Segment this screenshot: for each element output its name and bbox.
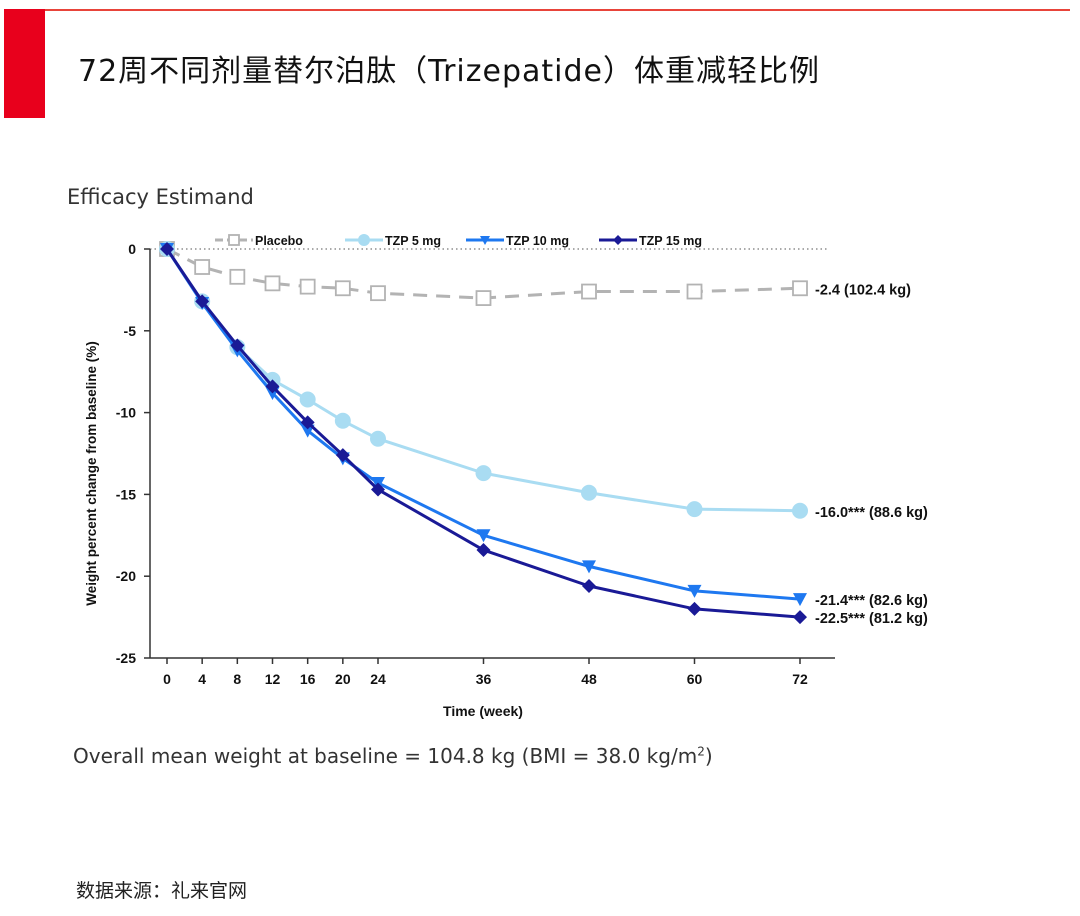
x-tick-label: 4 — [198, 671, 206, 687]
y-tick-label: -15 — [116, 486, 136, 502]
page-title: 72周不同剂量替尔泊肽（Trizepatide）体重减轻比例 — [78, 54, 820, 89]
placebo-end-label: -2.4 (102.4 kg) — [815, 282, 911, 298]
placebo-legend-marker — [228, 234, 240, 246]
tzp15-point — [371, 482, 385, 497]
tzp5-legend-marker — [358, 234, 370, 246]
tzp10-point — [687, 584, 702, 598]
data-source: 数据来源：礼来官网 — [76, 880, 248, 902]
placebo-point — [475, 290, 492, 306]
tzp5-point — [475, 465, 492, 482]
x-axis-title: Time (week) — [443, 703, 523, 719]
tzp10-point — [300, 424, 315, 438]
tzp10-legend-marker — [480, 236, 490, 245]
tzp5-point — [581, 484, 597, 501]
x-tick-label: 0 — [163, 671, 171, 687]
y-tick-label: 0 — [128, 241, 136, 257]
tzp5-point — [299, 391, 316, 408]
x-tick-label: 12 — [265, 671, 281, 687]
tzp10-point — [793, 593, 807, 607]
placebo-point — [264, 275, 281, 292]
top-rule — [44, 9, 1070, 11]
placebo-point — [686, 283, 703, 300]
y-tick-label: -10 — [116, 405, 136, 421]
x-tick-label: 48 — [581, 671, 597, 687]
placebo-point — [370, 285, 386, 302]
x-tick-label: 20 — [335, 671, 351, 687]
y-tick-label: -20 — [116, 568, 136, 584]
placebo-point — [334, 280, 351, 297]
tzp10-point — [582, 560, 596, 574]
x-tick-label: 60 — [687, 671, 703, 687]
footnote-superscript: 2 — [697, 744, 705, 759]
x-tick-label: 8 — [233, 671, 241, 687]
footnote-text: Overall mean weight at baseline = 104.8 … — [73, 744, 698, 768]
tzp5-point — [370, 430, 386, 447]
tzp15-point — [300, 415, 315, 430]
placebo-point — [581, 283, 597, 300]
placebo-point — [299, 278, 316, 295]
tzp5-legend-label: TZP 5 mg — [385, 234, 441, 248]
x-tick-label: 36 — [476, 671, 492, 687]
placebo-legend-label: Placebo — [255, 234, 303, 248]
tzp15-point — [195, 294, 210, 309]
y-tick-label: -25 — [116, 650, 136, 666]
tzp15-point — [582, 579, 596, 594]
tzp15-end-label: -22.5*** (81.2 kg) — [815, 611, 928, 627]
placebo-point — [229, 268, 246, 285]
placebo-line — [166, 247, 801, 300]
y-tick-label: -5 — [124, 323, 137, 339]
placebo-point — [194, 259, 211, 275]
y-axis-title: Weight percent change from baseline (%) — [84, 341, 99, 606]
tzp15-point — [230, 338, 245, 353]
footnote-closing: ) — [704, 744, 713, 768]
chart-subtitle: Efficacy Estimand — [67, 185, 254, 209]
tzp10-legend-label: TZP 10 mg — [506, 234, 569, 248]
title-accent-bar — [4, 9, 45, 118]
tzp15-point — [793, 610, 807, 625]
tzp15-legend-marker — [613, 235, 623, 245]
tzp5-end-label: -16.0*** (88.6 kg) — [815, 505, 928, 521]
tzp5-point — [686, 501, 703, 518]
tzp5-point — [334, 412, 351, 429]
tzp5-point — [792, 502, 808, 519]
tzp15-point — [265, 379, 280, 394]
placebo-point — [792, 280, 808, 297]
x-tick-label: 24 — [370, 671, 386, 687]
tzp15-point — [476, 543, 491, 558]
tzp15-legend-label: TZP 15 mg — [639, 234, 702, 248]
x-tick-label: 16 — [300, 671, 316, 687]
baseline-footnote: Overall mean weight at baseline = 104.8 … — [73, 744, 713, 768]
tzp15-point — [160, 242, 174, 256]
x-tick-label: 72 — [792, 671, 808, 687]
tzp10-end-label: -21.4*** (82.6 kg) — [815, 593, 928, 609]
tzp15-point — [335, 448, 350, 463]
tzp15-point — [687, 601, 702, 616]
tzp10-point — [476, 529, 491, 543]
